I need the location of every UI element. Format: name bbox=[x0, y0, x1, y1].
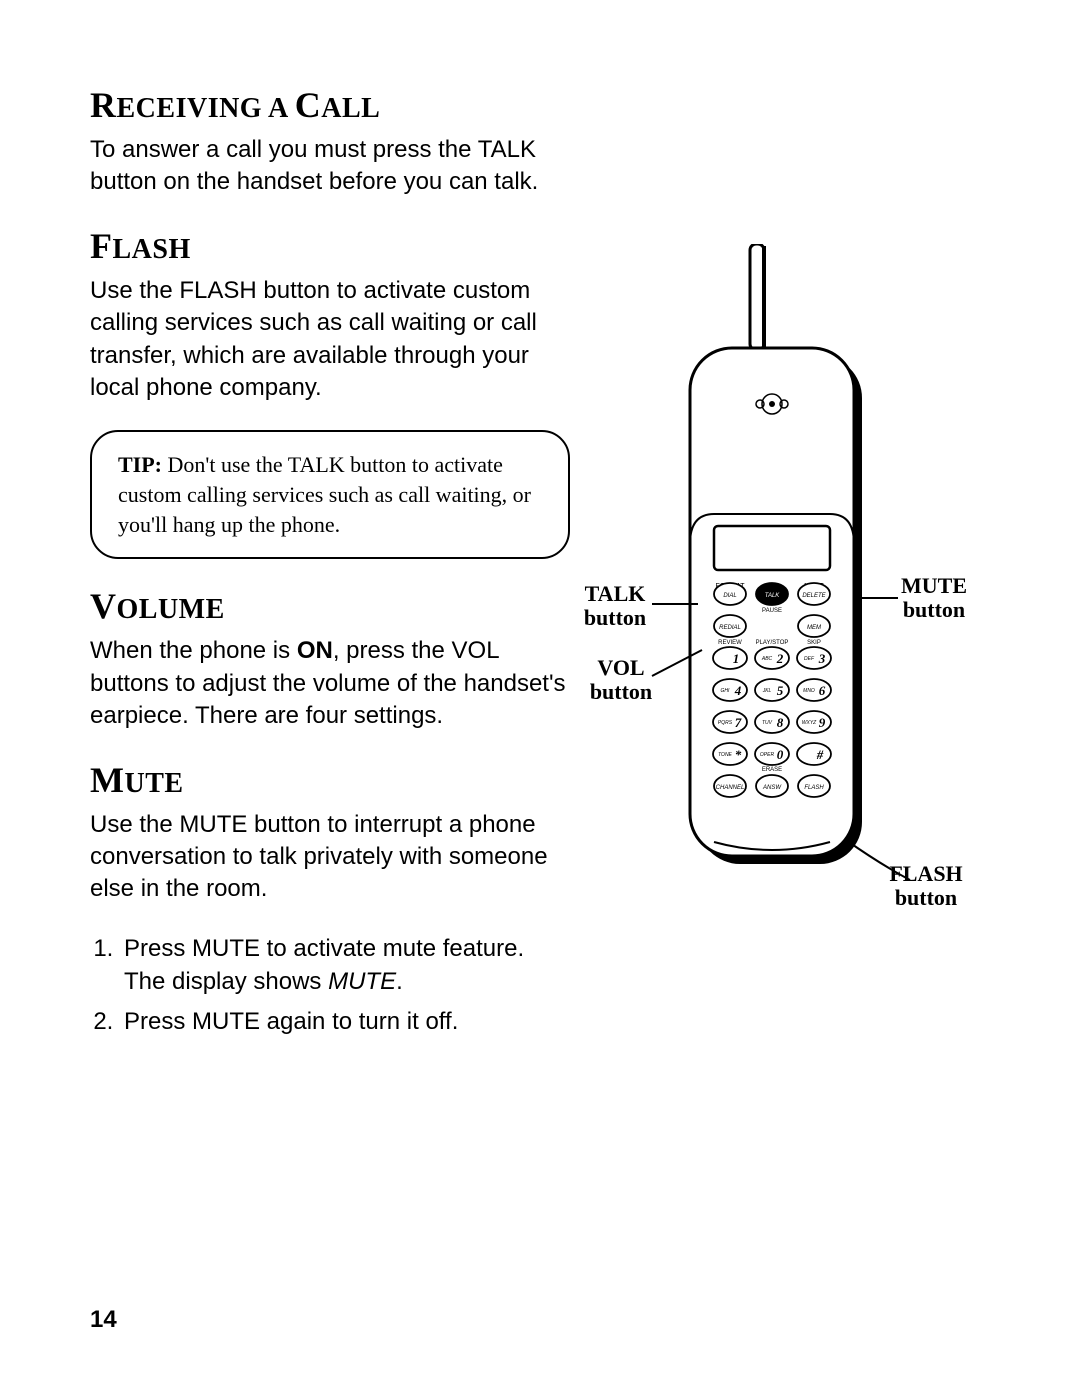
mute-body: Use the MUTE button to interrupt a phone… bbox=[90, 809, 570, 906]
heading-receiving: RECEIVING A CALL bbox=[90, 84, 570, 126]
flash-body: Use the FLASH button to activate custom … bbox=[90, 275, 570, 405]
text-column: RECEIVING A CALL To answer a call you mu… bbox=[90, 84, 570, 1039]
page-number: 14 bbox=[90, 1306, 117, 1334]
mute-step-2: Press MUTE again to turn it off. bbox=[120, 1005, 570, 1039]
heading-mute: MUTE bbox=[90, 759, 570, 801]
volume-body: When the phone is ON, press the VOL butt… bbox=[90, 635, 570, 732]
mute-steps: Press MUTE to activate mute feature. The… bbox=[120, 932, 570, 1039]
mute-step-1: Press MUTE to activate mute feature. The… bbox=[120, 932, 570, 999]
page-content: RECEIVING A CALL To answer a call you mu… bbox=[90, 84, 990, 1314]
tip-text: TIP: Don't use the TALK button to activa… bbox=[118, 450, 542, 539]
heading-flash: FLASH bbox=[90, 225, 570, 267]
tip-box: TIP: Don't use the TALK button to activa… bbox=[90, 430, 570, 559]
leader-lines bbox=[580, 244, 970, 924]
heading-volume: VOLUME bbox=[90, 585, 570, 627]
phone-diagram: TALK button VOL button MUTE button FLASH… bbox=[580, 244, 970, 884]
receiving-body: To answer a call you must press the TALK… bbox=[90, 134, 570, 199]
